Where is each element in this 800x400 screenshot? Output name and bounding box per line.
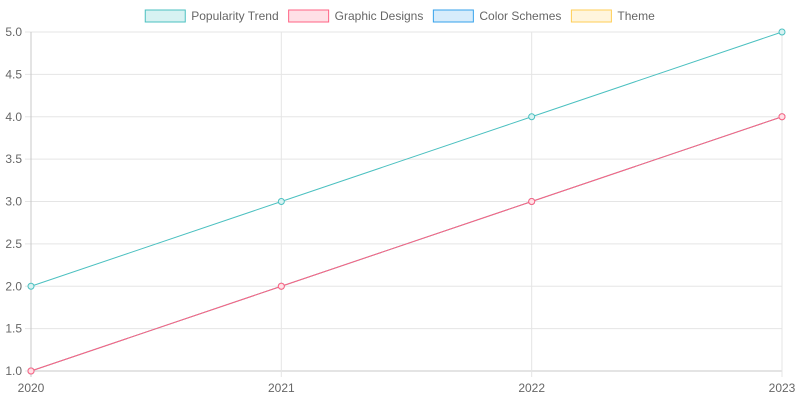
data-point: [27, 282, 35, 290]
y-tick-label: 5.0: [5, 25, 22, 39]
y-tick-label: 1.0: [5, 364, 22, 378]
series-group: [27, 28, 786, 375]
data-point: [528, 113, 536, 121]
data-point: [27, 367, 35, 375]
y-tick-label: 4.0: [5, 110, 22, 124]
y-tick-label: 4.5: [5, 67, 22, 81]
x-tick-label: 2020: [18, 381, 45, 395]
legend-swatch: [144, 9, 186, 23]
data-point: [778, 28, 786, 36]
y-tick-label: 1.5: [5, 322, 22, 336]
y-tick-label: 2.0: [5, 279, 22, 293]
legend: Popularity Trend Graphic Designs Color Sch…: [144, 9, 655, 23]
y-tick-label: 3.0: [5, 195, 22, 209]
series-line: [30, 116, 783, 372]
legend-swatch: [288, 9, 330, 23]
legend-swatch: [432, 9, 474, 23]
legend-item: Graphic Designs: [288, 9, 424, 23]
y-tick-label: 2.5: [5, 237, 22, 251]
legend-item: Theme: [570, 9, 655, 23]
y-axis-ticks: 1.0 1.5 2.0 2.5 3.0 3.5 4.0 4.5 5.0: [5, 25, 22, 378]
legend-swatch: [570, 9, 612, 23]
legend-label: Graphic Designs: [335, 9, 424, 23]
x-axis-ticks: 2020 2021 2022 2023: [18, 381, 796, 395]
legend-item: Popularity Trend: [144, 9, 279, 23]
legend-label: Theme: [617, 9, 655, 23]
data-point: [277, 282, 285, 290]
data-point: [528, 198, 536, 205]
x-tick-label: 2022: [518, 381, 545, 395]
x-tick-label: 2023: [769, 381, 796, 395]
legend-item: Color Schemes: [432, 9, 561, 23]
data-point: [778, 113, 786, 121]
legend-label: Color Schemes: [479, 9, 561, 23]
y-tick-label: 3.5: [5, 152, 22, 166]
x-tick-label: 2021: [268, 381, 295, 395]
series-line: [30, 31, 783, 287]
legend-label: Popularity Trend: [191, 9, 278, 23]
data-point: [277, 198, 285, 205]
grid: [25, 31, 783, 377]
